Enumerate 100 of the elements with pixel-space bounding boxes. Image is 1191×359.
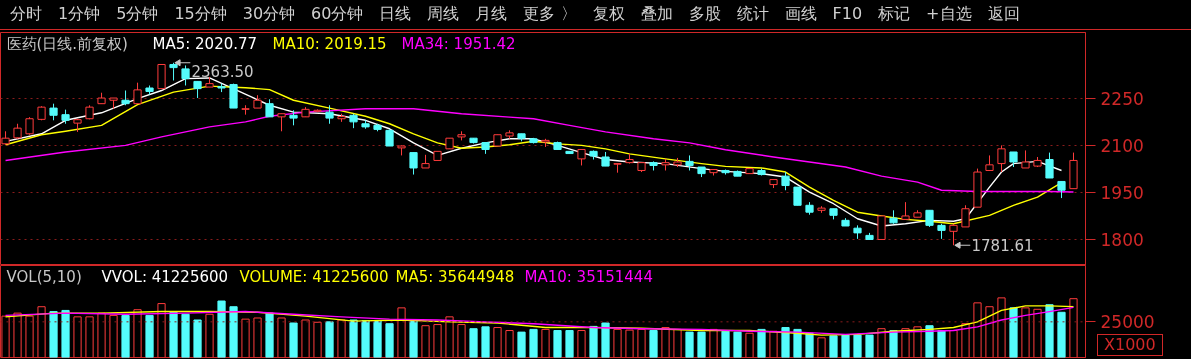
text: 月线 — [475, 3, 508, 26]
bar — [409, 319, 418, 358]
candlestick — [961, 204, 970, 228]
text: 多股 — [688, 3, 721, 26]
text: 画线 — [784, 3, 817, 26]
bar — [133, 309, 142, 358]
bar — [769, 330, 778, 358]
text: 日线 — [379, 3, 412, 26]
candlestick — [793, 186, 802, 206]
bar — [973, 302, 982, 358]
bar — [937, 330, 946, 358]
text: 叠加 — [640, 3, 673, 26]
bar — [25, 315, 34, 358]
candlestick — [1045, 152, 1054, 179]
bar — [865, 334, 874, 358]
bar — [949, 330, 958, 358]
bar — [421, 325, 430, 358]
bar — [553, 330, 562, 358]
candlestick — [997, 144, 1006, 173]
candlestick — [877, 215, 886, 240]
bar — [697, 331, 706, 358]
bar — [709, 328, 718, 358]
bar — [625, 329, 634, 358]
bar — [661, 327, 670, 358]
text: +自选 — [926, 3, 972, 26]
bar — [781, 327, 790, 358]
bar — [613, 328, 622, 358]
text: 更多 〉 — [523, 3, 577, 26]
bar — [49, 311, 58, 358]
bar — [85, 316, 94, 358]
text: MA10: 35151444 — [524, 267, 653, 286]
bar — [301, 319, 310, 358]
chart-subtitle: VVOL: 41225600 — [101, 267, 229, 286]
bar — [1045, 304, 1054, 358]
text: 复权 — [592, 3, 625, 26]
bar — [313, 321, 322, 358]
bar — [517, 331, 526, 358]
text: 周线 — [427, 3, 460, 26]
bar — [157, 303, 166, 358]
bar — [253, 317, 262, 358]
bar — [1057, 311, 1066, 358]
bar — [877, 328, 886, 358]
bar — [649, 330, 658, 358]
candlestick — [133, 82, 142, 105]
bar — [445, 316, 454, 358]
bar — [469, 328, 478, 358]
bar — [397, 307, 406, 358]
y-tick-label: 1950 — [1100, 182, 1144, 203]
candlestick — [229, 83, 238, 109]
text: F10 — [832, 3, 863, 26]
bar — [673, 328, 682, 358]
text: X1000 — [1097, 334, 1163, 356]
bar — [565, 330, 574, 358]
bar — [637, 328, 646, 358]
bar — [121, 314, 130, 358]
bar — [505, 330, 514, 358]
text: 标记 — [878, 3, 911, 26]
bar — [289, 322, 298, 358]
bar — [805, 332, 814, 358]
bar — [97, 312, 106, 358]
text: MA34: 1951.42 — [401, 34, 516, 53]
bar — [349, 319, 358, 358]
bar — [817, 337, 826, 358]
bar — [73, 316, 82, 358]
bar — [1069, 298, 1078, 358]
bar — [997, 297, 1006, 358]
bar — [541, 328, 550, 358]
candlestick — [325, 104, 334, 125]
candlestick — [181, 64, 190, 86]
y-tick-label: 25000 — [1100, 312, 1155, 333]
bar — [901, 328, 910, 358]
bar — [841, 334, 850, 358]
bar — [889, 330, 898, 358]
bar — [493, 327, 502, 358]
bar — [1009, 307, 1018, 358]
bar — [229, 306, 238, 358]
y-tick-label: 2250 — [1100, 88, 1144, 109]
bar — [793, 328, 802, 358]
bar — [481, 326, 490, 358]
candlestick — [409, 152, 418, 176]
bar — [685, 331, 694, 358]
bar — [925, 325, 934, 358]
bar — [985, 306, 994, 358]
text: 60分钟 — [311, 3, 364, 26]
bar — [361, 320, 370, 358]
chart-title: 医药(日线.前复权) — [6, 34, 128, 53]
bar — [37, 306, 46, 358]
text: 15分钟 — [174, 3, 227, 26]
y-tick-label: 2100 — [1100, 135, 1144, 156]
bar — [205, 313, 214, 358]
bar — [169, 311, 178, 358]
bar — [217, 300, 226, 358]
chart-title: VOL(5,10) — [6, 267, 82, 286]
bar — [529, 328, 538, 358]
bar — [601, 322, 610, 358]
bar — [337, 319, 346, 358]
bar — [265, 312, 274, 358]
bar — [457, 324, 466, 358]
bar — [733, 331, 742, 358]
bar — [181, 313, 190, 358]
